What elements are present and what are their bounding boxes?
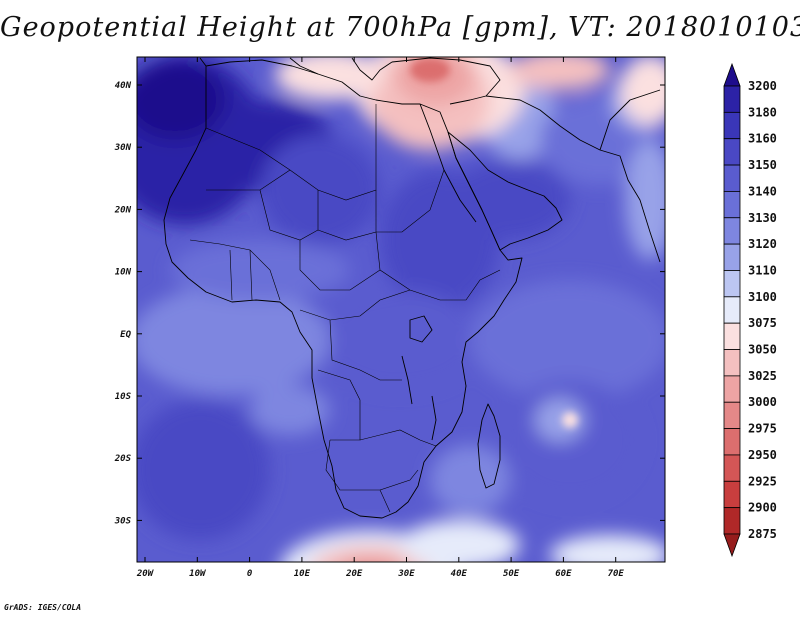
colorbar-label: 3160 [748, 132, 777, 146]
height-field [137, 57, 665, 562]
lon-tick-label: 10W [189, 569, 207, 579]
lat-tick-label: 30N [114, 143, 132, 153]
colorbar-label: 3150 [748, 158, 777, 172]
colorbar-label: 3140 [748, 184, 777, 198]
colorbar-swatch [723, 296, 741, 324]
colorbar-label: 3075 [748, 316, 777, 330]
colorbar-swatch [723, 111, 741, 140]
lat-tick-label: 10S [115, 392, 132, 402]
colorbar-label: 3025 [748, 369, 777, 383]
lon-tick-label: 10E [294, 569, 311, 579]
colorbar-swatch [723, 164, 741, 192]
colorbar-label: 3200 [748, 79, 777, 93]
chart-title: Geopotential Height at 700hPa [gpm], VT:… [0, 12, 800, 43]
lat-tick-label: 10N [115, 268, 132, 278]
plot-frame [136, 56, 666, 563]
colorbar-swatch [723, 270, 741, 298]
colorbar-swatch [723, 480, 741, 509]
colorbar-swatch [723, 349, 741, 377]
lat-tick-label: 30S [114, 516, 132, 526]
colorbar-label: 3180 [748, 105, 777, 119]
colorbar-label: 3110 [748, 263, 777, 277]
lon-tick-label: 60E [555, 569, 572, 579]
colorbar-label: 3120 [748, 237, 777, 251]
colorbar-swatch [723, 85, 741, 113]
colorbar-swatch [723, 191, 741, 219]
lat-tick-label: EQ [120, 330, 131, 340]
lat-tick-label: 40N [115, 81, 132, 91]
lat-tick-label: 20N [114, 205, 132, 215]
colorbar-swatch [723, 322, 741, 350]
colorbar-label: 2975 [748, 422, 777, 436]
colorbar-label: 2875 [748, 527, 777, 541]
country-borders [189, 104, 501, 513]
lon-tick-label: 20W [136, 569, 155, 579]
colorbar-swatch [723, 243, 741, 271]
colorbar-label: 2925 [748, 474, 777, 488]
colorbar: 3200 3180 3160 3150 3140 3130 3120 3110 3100 3075… [723, 62, 777, 558]
lon-tick-label: 50E [503, 569, 520, 579]
lat-tick-label: 20S [114, 454, 132, 464]
colorbar-swatch [723, 217, 741, 245]
colorbar-swatch [723, 428, 741, 456]
colorbar-label: 2900 [748, 501, 777, 515]
colorbar-label: 2950 [748, 448, 777, 462]
colorbar-label: 3050 [748, 343, 777, 357]
colorbar-top-arrow [723, 62, 741, 87]
credit-text: GrADS: IGES/COLA [4, 603, 82, 612]
coastlines [163, 57, 661, 519]
latitude-axis: 40N 30N 20N 10N EQ 10S 20S 30S [114, 81, 665, 526]
lon-tick-label: 30E [397, 569, 415, 579]
colorbar-swatch [723, 375, 741, 403]
colorbar-bottom-arrow [723, 533, 741, 558]
lon-tick-label: 20E [345, 569, 363, 579]
colorbar-swatch [723, 454, 741, 482]
lon-tick-label: 0 [247, 569, 253, 579]
colorbar-swatch [723, 401, 741, 429]
lon-tick-label: 70E [608, 569, 625, 579]
colorbar-swatch [723, 507, 741, 535]
colorbar-label: 3000 [748, 395, 777, 409]
colorbar-swatch [723, 138, 741, 166]
longitude-axis: 20W 10W 0 10E 20E 30E 40E 50E 60E 70E [136, 57, 625, 579]
colorbar-label: 3100 [748, 290, 777, 304]
lon-tick-label: 40E [451, 569, 468, 579]
colorbar-label: 3130 [748, 211, 777, 225]
